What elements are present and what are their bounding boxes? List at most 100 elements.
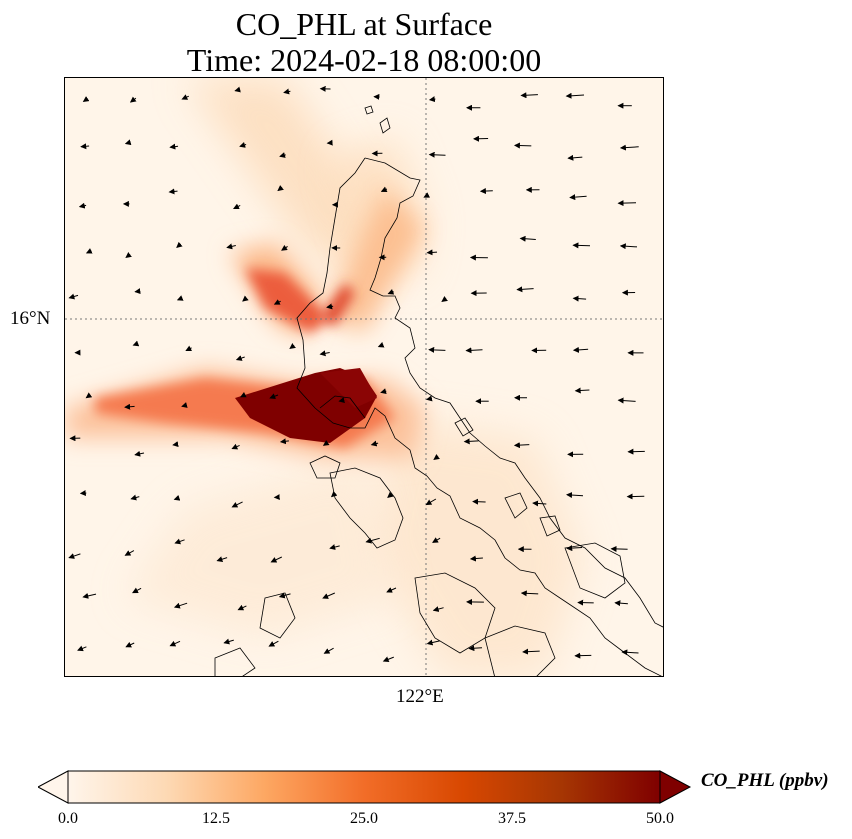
- island-south-3: [564, 542, 626, 599]
- island-northeast-2: [364, 105, 374, 115]
- wind-arrow: [132, 587, 142, 594]
- island-east-2: [504, 492, 528, 519]
- luzon-coast: [296, 157, 662, 676]
- island-southwest-2: [214, 647, 256, 676]
- wind-arrow: [572, 242, 591, 249]
- wind-arrow: [279, 438, 289, 445]
- wind-arrow: [132, 340, 140, 347]
- wind-arrow: [619, 243, 638, 250]
- colorbar-tick-label: 25.0: [350, 810, 378, 827]
- wind-arrow: [82, 592, 97, 599]
- wind-arrow: [130, 494, 140, 501]
- wind-arrow: [330, 491, 338, 498]
- wind-arrow: [326, 139, 333, 146]
- wind-arrow: [181, 402, 188, 408]
- wind-arrow: [469, 555, 483, 562]
- coastlines: [214, 105, 663, 676]
- wind-arrow: [234, 86, 241, 93]
- wind-arrow: [68, 293, 79, 300]
- colorbar-gradient: [67, 770, 661, 804]
- wind-arrow: [426, 639, 440, 646]
- wind-arrow: [85, 248, 93, 254]
- wind-arrow: [231, 443, 240, 450]
- wind-arrow: [426, 395, 433, 402]
- map-panel[interactable]: [64, 77, 664, 677]
- wind-arrow: [513, 442, 530, 449]
- wind-arrow: [423, 192, 431, 198]
- wind-arrow: [425, 498, 437, 506]
- wind-arrow: [78, 202, 87, 209]
- colorbar-tick-label: 37.5: [498, 810, 526, 827]
- wind-arrow: [566, 545, 583, 552]
- wind-arrow: [472, 498, 486, 505]
- wind-arrow: [574, 387, 590, 394]
- longitude-tick-label: 122°E: [396, 686, 444, 707]
- colorbar-max-extend: [659, 770, 692, 804]
- wind-arrow: [610, 545, 628, 552]
- map-canvas: [65, 78, 663, 676]
- wind-arrow: [520, 590, 539, 597]
- wind-arrow: [233, 203, 241, 210]
- wind-arrow: [289, 343, 296, 349]
- wind-arrow: [387, 288, 395, 295]
- luzon-east-coast: [364, 157, 663, 628]
- wind-arrow: [428, 151, 446, 158]
- island-northeast-1: [379, 117, 391, 134]
- island-east-3: [539, 515, 561, 537]
- wind-arrow: [226, 243, 236, 250]
- wind-arrow: [239, 141, 247, 148]
- wind-arrow: [513, 142, 532, 149]
- wind-arrow: [269, 393, 279, 400]
- wind-arrow: [323, 647, 334, 654]
- wind-arrow: [380, 186, 388, 193]
- plume-v-core-right: [320, 283, 355, 326]
- wind-arrow: [614, 600, 628, 607]
- wind-arrow: [240, 391, 247, 398]
- wind-arrow: [223, 638, 234, 645]
- wind-arrow: [569, 194, 587, 201]
- wind-arrow: [465, 347, 483, 354]
- wind-arrow: [176, 241, 183, 249]
- wind-arrow: [329, 544, 340, 550]
- wind-arrow: [235, 355, 245, 361]
- wind-arrow: [433, 454, 440, 460]
- plume-v-core: [245, 268, 330, 333]
- map-title: CO_PHL at Surface: [235, 6, 493, 42]
- colorbar-tick-label: 0.0: [58, 810, 78, 827]
- wind-arrow: [82, 96, 90, 102]
- wind-arrow: [619, 144, 639, 151]
- map-subtitle-time: Time: 2024-02-18 08:00:00: [186, 42, 542, 78]
- wind-vectors: [68, 85, 645, 663]
- island-south-2: [484, 625, 556, 676]
- wind-arrow: [168, 188, 178, 195]
- wind-arrow: [237, 604, 247, 611]
- wind-arrow: [231, 501, 243, 508]
- wind-arrow: [370, 440, 379, 447]
- bay-coast: [319, 395, 366, 419]
- wind-arrow: [386, 587, 397, 593]
- wind-arrow: [129, 96, 137, 103]
- wind-arrow: [125, 252, 132, 258]
- plume-southwest-diffuse: [125, 458, 395, 638]
- wind-arrow: [326, 303, 334, 310]
- wind-arrow: [270, 556, 283, 563]
- wind-arrow: [567, 154, 583, 161]
- latitude-tick-label: 16°N: [10, 308, 51, 329]
- plume-northwest-streak: [185, 78, 385, 288]
- wind-arrow: [134, 450, 145, 457]
- wind-arrow: [380, 388, 387, 395]
- wind-arrow: [432, 537, 441, 543]
- wind-arrow: [565, 92, 585, 99]
- wind-arrow: [273, 299, 281, 305]
- colorbar: [38, 770, 692, 804]
- wind-arrow: [278, 592, 291, 599]
- colorbar-tick-label: 50.0: [646, 810, 674, 827]
- island-west-1: [309, 455, 341, 479]
- wind-arrow: [432, 606, 444, 612]
- wind-arrow: [80, 143, 90, 150]
- wind-arrow: [338, 397, 345, 403]
- mindoro-island: [329, 467, 404, 549]
- wind-arrow: [173, 494, 181, 501]
- wind-arrow: [463, 438, 479, 445]
- wind-arrow: [441, 296, 448, 302]
